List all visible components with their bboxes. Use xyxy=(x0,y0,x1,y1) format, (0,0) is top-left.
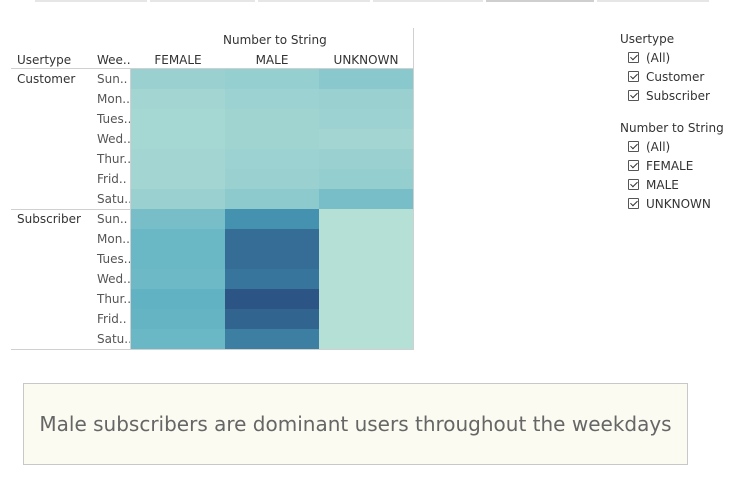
row-label-day: Sun.. xyxy=(97,72,128,86)
row-label-day: Satu.. xyxy=(97,192,132,206)
heatmap-cell xyxy=(131,69,225,89)
checkbox-checked-icon[interactable] xyxy=(628,160,639,171)
row-header-weekday: Wee.. xyxy=(97,53,131,67)
heatmap-cell xyxy=(319,169,413,189)
filter-option-label: FEMALE xyxy=(646,158,694,173)
heatmap-cell xyxy=(131,289,225,309)
heatmap-cell xyxy=(225,329,319,349)
heatmap-cell xyxy=(225,309,319,329)
heatmap-cell xyxy=(225,269,319,289)
checkbox-checked-icon[interactable] xyxy=(628,52,639,63)
filter-option-label: Subscriber xyxy=(646,88,710,103)
heatmap-cell xyxy=(225,169,319,189)
heatmap-cell xyxy=(131,309,225,329)
heatmap-cell xyxy=(319,269,413,289)
column-header-male: MALE xyxy=(255,53,289,67)
row-group-subscriber: Subscriber xyxy=(17,212,81,226)
filter-option[interactable]: MALE xyxy=(620,175,756,194)
checkbox-checked-icon[interactable] xyxy=(628,71,639,82)
row-header-usertype: Usertype xyxy=(17,53,72,67)
heatmap-cell xyxy=(319,289,413,309)
grid-right-border xyxy=(413,28,414,349)
filter-option[interactable]: UNKNOWN xyxy=(620,194,756,213)
heatmap-cell xyxy=(319,149,413,169)
grid-left-border xyxy=(130,69,131,349)
heatmap-cell xyxy=(225,229,319,249)
tab-strip xyxy=(0,0,756,3)
filter-option-label: MALE xyxy=(646,177,679,192)
filter-option[interactable]: (All) xyxy=(620,48,756,67)
row-label-day: Satu.. xyxy=(97,332,132,346)
filter-option[interactable]: Customer xyxy=(620,67,756,86)
heatmap-cell xyxy=(319,329,413,349)
heatmap-cell xyxy=(131,129,225,149)
heatmap-cell xyxy=(225,109,319,129)
filter-option-label: UNKNOWN xyxy=(646,196,711,211)
row-label-day: Thur.. xyxy=(97,152,132,166)
heatmap-cell xyxy=(225,129,319,149)
heatmap-cell xyxy=(319,209,413,229)
filter-number-to-string: Number to String (All) FEMALE MALE UNKNOWN xyxy=(620,119,756,213)
checkbox-checked-icon[interactable] xyxy=(628,90,639,101)
checkbox-checked-icon[interactable] xyxy=(628,141,639,152)
heatmap-cell xyxy=(319,249,413,269)
row-label-day: Thur.. xyxy=(97,292,132,306)
heatmap-cell xyxy=(319,309,413,329)
grid-bottom-border xyxy=(11,349,414,350)
heatmap-cell xyxy=(225,249,319,269)
filter-usertype: Usertype (All) Customer Subscriber xyxy=(620,30,756,105)
row-label-day: Sun.. xyxy=(97,212,128,226)
heatmap-cell xyxy=(131,209,225,229)
heatmap-cell xyxy=(131,149,225,169)
heatmap-cell xyxy=(131,169,225,189)
filter-title: Number to String xyxy=(620,121,724,135)
column-header-female: FEMALE xyxy=(154,53,202,67)
heatmap-cell xyxy=(131,109,225,129)
heatmap-cell xyxy=(225,189,319,209)
heatmap-cell xyxy=(225,289,319,309)
row-label-day: Tues.. xyxy=(97,252,132,266)
checkbox-checked-icon[interactable] xyxy=(628,198,639,209)
filter-option-label: (All) xyxy=(646,139,671,154)
heatmap-cell xyxy=(225,69,319,89)
filter-option-label: Customer xyxy=(646,69,705,84)
row-label-day: Wed.. xyxy=(97,272,131,286)
column-header-unknown: UNKNOWN xyxy=(333,53,399,67)
row-label-day: Tues.. xyxy=(97,112,132,126)
heatmap-cell xyxy=(319,109,413,129)
heatmap-cell xyxy=(319,129,413,149)
heatmap-cell xyxy=(131,329,225,349)
header-separator xyxy=(11,68,413,69)
row-label-day: Wed.. xyxy=(97,132,131,146)
heatmap-chart: Number to String Usertype Wee.. FEMALE MA… xyxy=(0,0,430,360)
row-group-customer: Customer xyxy=(17,72,76,86)
heatmap-cell xyxy=(131,229,225,249)
row-label-day: Frid.. xyxy=(97,312,127,326)
heatmap-cell xyxy=(319,229,413,249)
row-label-day: Mon.. xyxy=(97,232,130,246)
filter-panel: Usertype (All) Customer Subscriber Number to… xyxy=(620,30,756,213)
heatmap-cell xyxy=(319,89,413,109)
filter-option[interactable]: (All) xyxy=(620,137,756,156)
heatmap-cell xyxy=(225,149,319,169)
heatmap-cell xyxy=(225,209,319,229)
filter-option-label: (All) xyxy=(646,50,671,65)
column-group-title: Number to String xyxy=(223,33,327,47)
heatmap-cell xyxy=(131,89,225,109)
row-label-day: Frid.. xyxy=(97,172,127,186)
group-separator xyxy=(11,209,131,210)
heatmap-cell xyxy=(131,189,225,209)
filter-option[interactable]: FEMALE xyxy=(620,156,756,175)
filter-title: Usertype xyxy=(620,32,675,46)
heatmap-cell xyxy=(319,189,413,209)
row-label-day: Mon.. xyxy=(97,92,130,106)
checkbox-checked-icon[interactable] xyxy=(628,179,639,190)
heatmap-cell xyxy=(319,69,413,89)
filter-option[interactable]: Subscriber xyxy=(620,86,756,105)
heatmap-cell xyxy=(225,89,319,109)
heatmap-cell xyxy=(131,269,225,289)
heatmap-cell xyxy=(131,249,225,269)
insight-caption: Male subscribers are dominant users thro… xyxy=(23,383,688,465)
